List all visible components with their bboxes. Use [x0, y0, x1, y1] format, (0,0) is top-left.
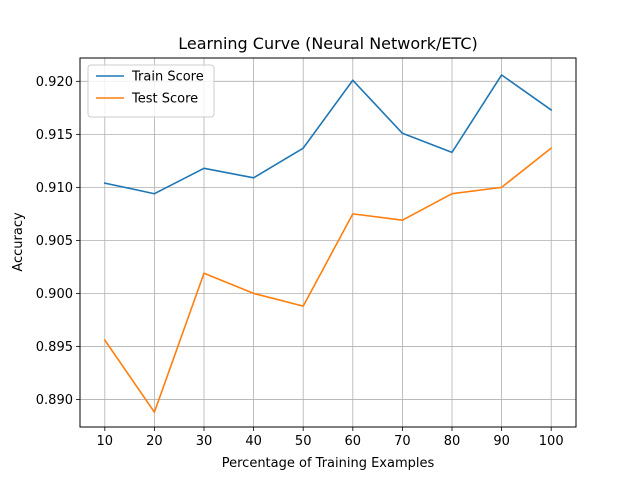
- x-tick-label: 20: [146, 434, 163, 449]
- series-lines: [103, 74, 553, 413]
- y-tick-label: 0.900: [36, 287, 73, 302]
- series-line-test-score: [103, 147, 553, 413]
- x-tick-label: 100: [539, 434, 564, 449]
- y-tick-label: 0.915: [36, 128, 73, 143]
- x-tick-label: 50: [295, 434, 312, 449]
- x-axis-title: Percentage of Training Examples: [222, 456, 435, 471]
- series-line-train-score: [103, 74, 553, 195]
- legend: Train Score Test Score: [87, 64, 215, 118]
- x-tick-label: 90: [493, 434, 510, 449]
- y-tick-label: 0.890: [36, 393, 73, 408]
- x-tick-label: 10: [97, 434, 114, 449]
- x-axis-ticks: 10 20 30 40 50 60 70 80 90 100: [97, 427, 564, 449]
- plot-frame: [79, 57, 577, 428]
- x-tick-label: 40: [245, 434, 262, 449]
- y-tick-label: 0.895: [36, 340, 73, 355]
- legend-label-train-score: Train Score: [131, 70, 204, 85]
- x-tick-label: 80: [444, 434, 461, 449]
- y-axis-ticks: 0.890 0.895 0.900 0.905 0.910 0.915 0.920: [36, 75, 80, 408]
- legend-box: [87, 64, 215, 118]
- y-tick-label: 0.910: [36, 181, 73, 196]
- chart-title: Learning Curve (Neural Network/ETC): [178, 34, 478, 53]
- x-tick-label: 70: [394, 434, 411, 449]
- x-tick-label: 60: [345, 434, 362, 449]
- y-tick-label: 0.905: [36, 234, 73, 249]
- y-tick-label: 0.920: [36, 75, 73, 90]
- legend-label-test-score: Test Score: [131, 92, 198, 107]
- grid-lines: [80, 58, 576, 427]
- x-tick-label: 30: [196, 434, 213, 449]
- y-axis-title: Accuracy: [11, 212, 26, 272]
